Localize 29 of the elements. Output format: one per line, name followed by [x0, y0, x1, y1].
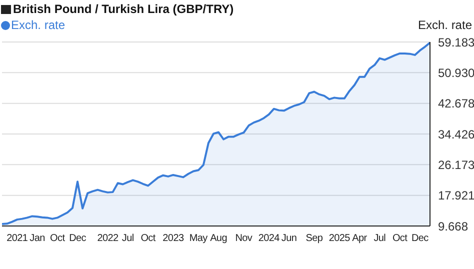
y-tick-label: 17.921: [438, 188, 474, 203]
x-tick-label: Jun: [281, 233, 297, 244]
x-tick-label: 2023: [162, 233, 184, 244]
y-tick-label: 42.678: [438, 96, 474, 111]
x-tick-label: Sep: [306, 233, 324, 244]
x-tick-label: Jul: [122, 233, 134, 244]
x-tick-label: Oct: [392, 233, 408, 244]
x-tick-label: 2021: [6, 233, 28, 244]
y-tick-label: 9.668: [438, 219, 468, 234]
x-tick-label: 2022: [97, 233, 119, 244]
x-tick-label: Aug: [210, 233, 227, 244]
x-tick-label: May: [189, 233, 208, 244]
y-tick-label: 50.930: [438, 66, 474, 80]
x-tick-label: Oct: [50, 233, 66, 244]
x-tick-label: Jul: [374, 233, 386, 244]
x-tick-label: 2025: [328, 233, 351, 244]
x-tick-label: Dec: [69, 233, 86, 244]
legend-label: Exch. rate: [11, 18, 66, 32]
x-tick-label: Apr: [352, 233, 368, 244]
x-tick-label: Jan: [30, 233, 45, 244]
x-tick-label: 2024: [258, 233, 280, 244]
x-tick-label: Dec: [411, 233, 429, 244]
chart-title: British Pound / Turkish Lira (GBP/TRY): [13, 2, 234, 16]
y-tick-label: 34.426: [438, 127, 474, 142]
x-tick-label: Oct: [140, 233, 156, 244]
x-tick-label: Nov: [235, 233, 252, 244]
y-axis-title: Exch. rate: [418, 18, 472, 32]
y-tick-label: 26.173: [438, 158, 474, 172]
y-tick-label: 59.183: [438, 35, 474, 50]
